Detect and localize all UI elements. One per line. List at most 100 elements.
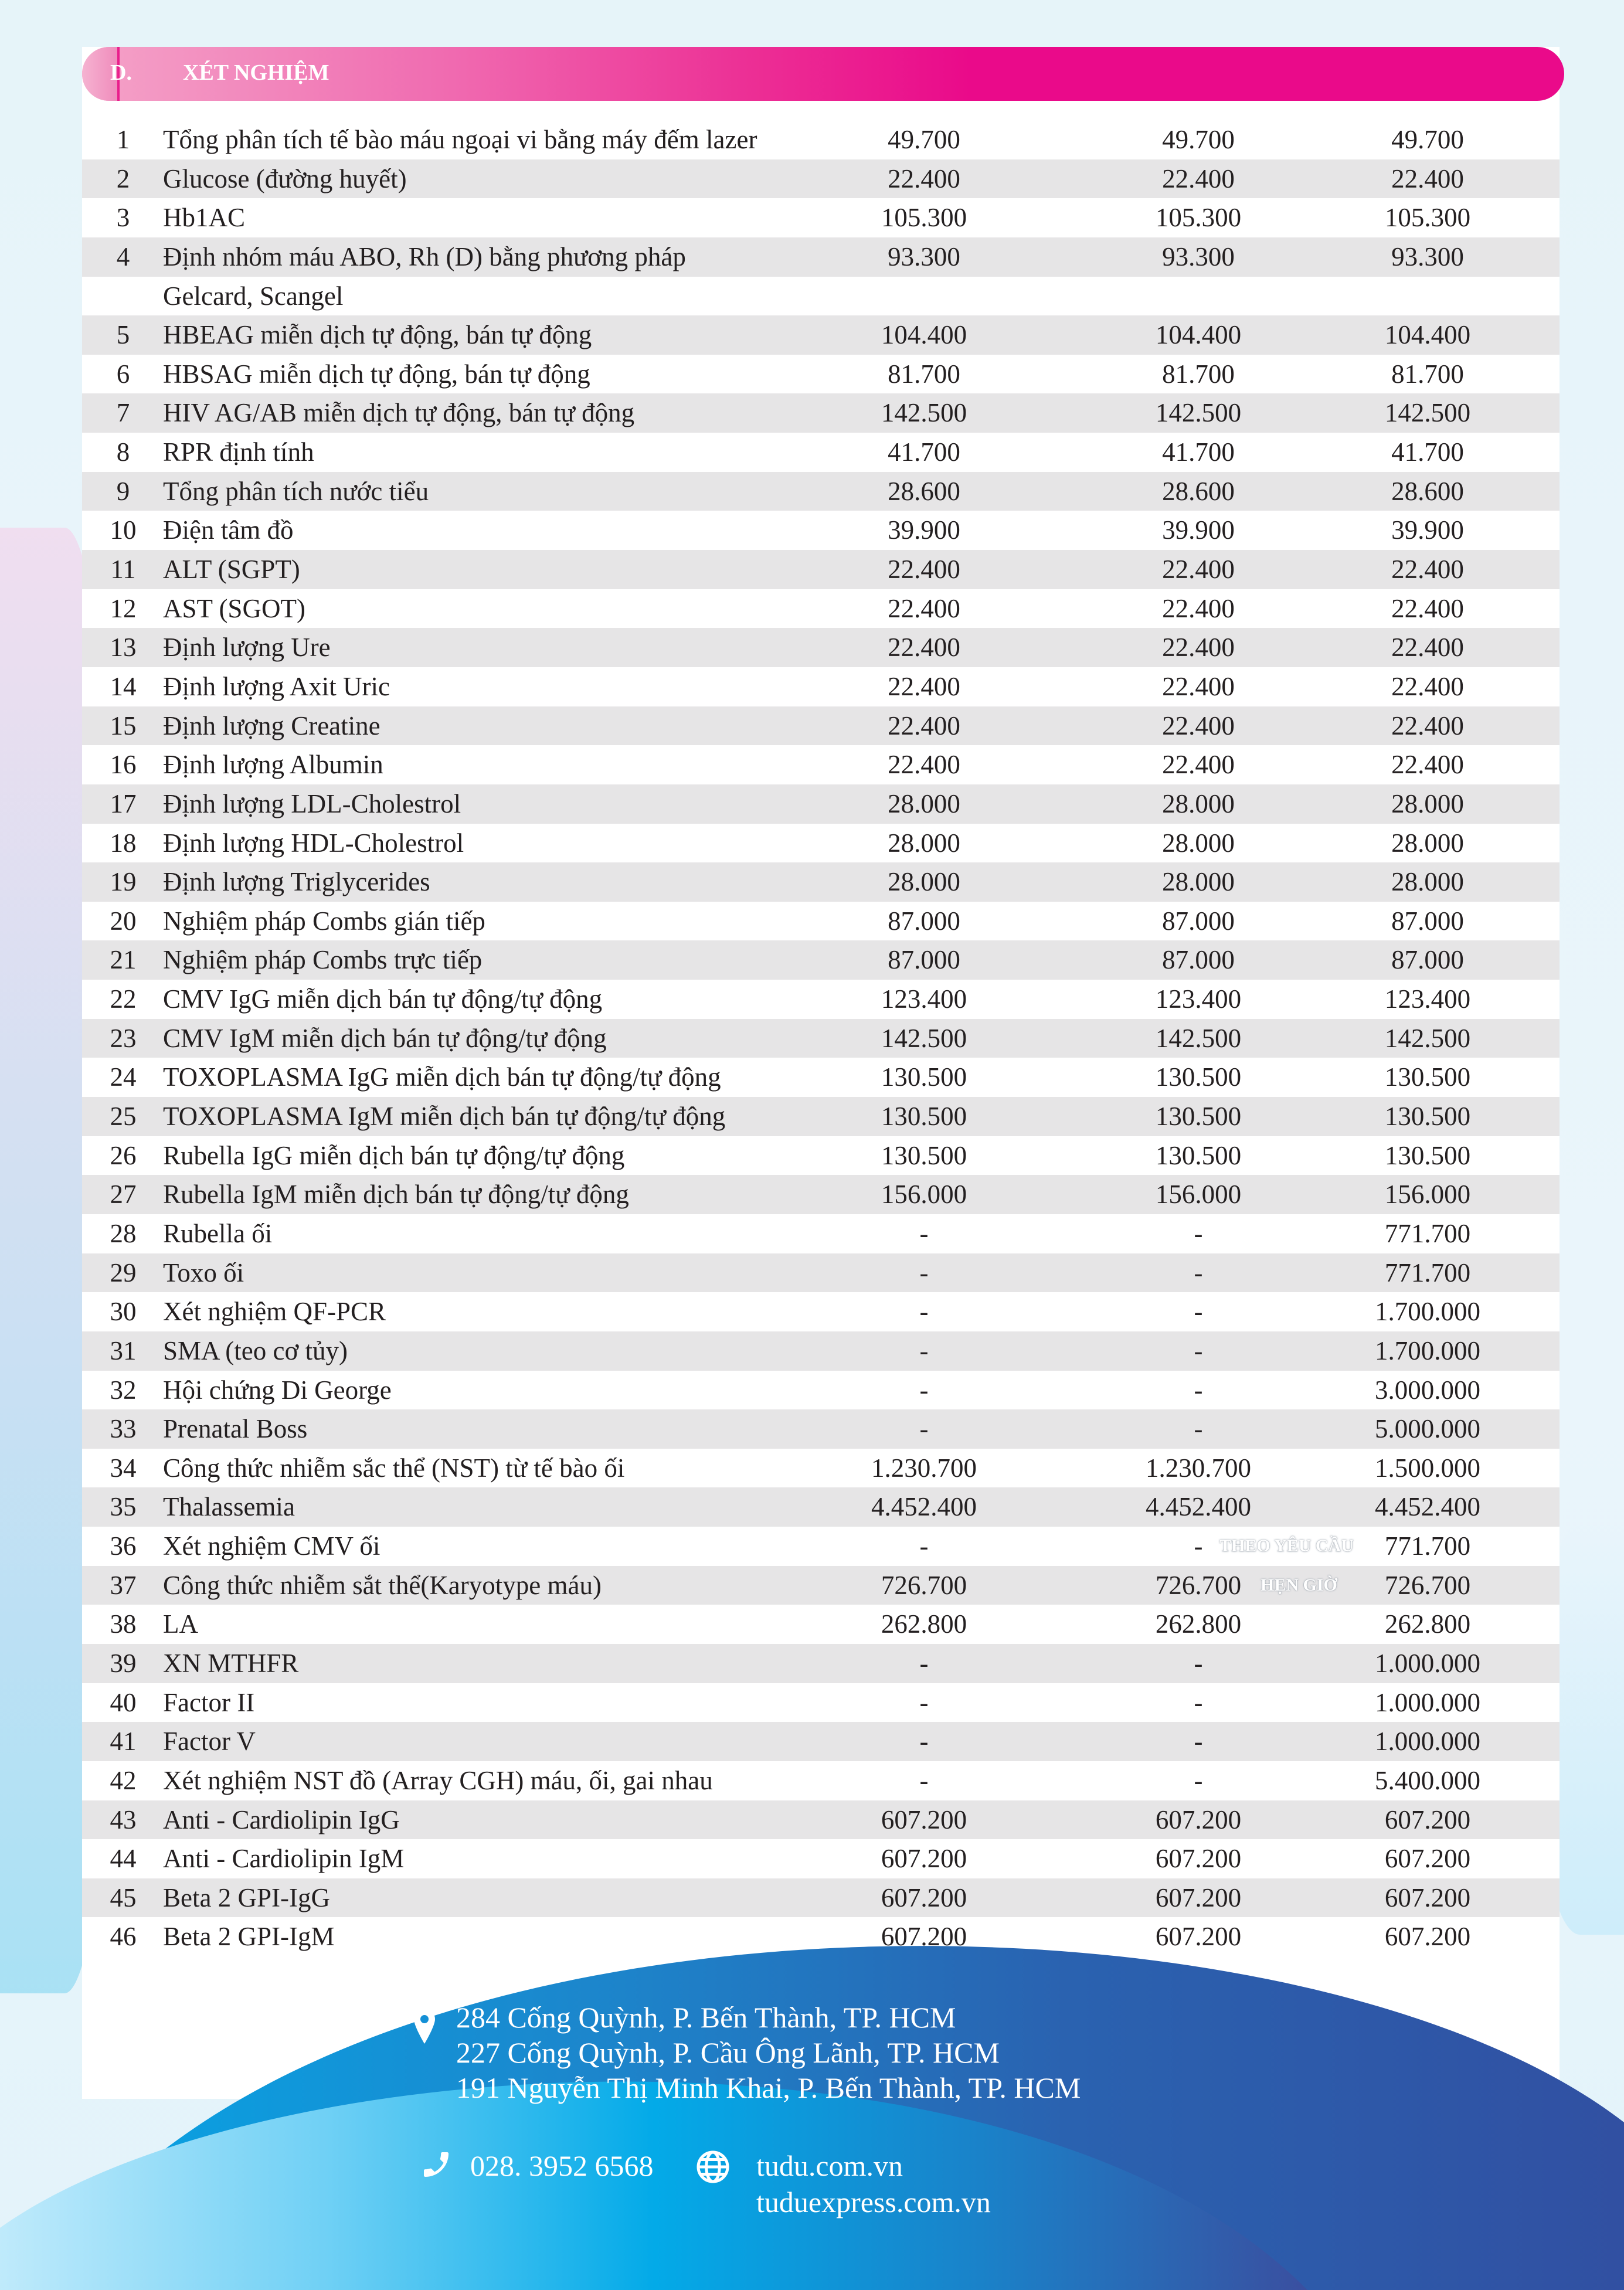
- row-number: 44: [110, 1844, 137, 1874]
- price-column-3: 28.600: [1391, 476, 1464, 506]
- website-link[interactable]: tudu.com.vn: [756, 2149, 903, 2182]
- price-column-3: 123.400: [1384, 984, 1471, 1014]
- price-column-3: 87.000: [1391, 945, 1464, 975]
- test-name: HIV AG/AB miễn dịch tự động, bán tự động: [163, 398, 635, 428]
- price-column-1: 130.500: [881, 1140, 967, 1170]
- price-column-1: 22.400: [888, 750, 960, 780]
- price-column-3: 1.700.000: [1375, 1336, 1480, 1365]
- price-column-3: 726.700: [1384, 1570, 1471, 1600]
- row-number: 6: [116, 359, 130, 389]
- price-column-3: 156.000: [1384, 1180, 1471, 1209]
- test-name: Nghiệm pháp Combs trực tiếp: [163, 945, 483, 975]
- test-name: Glucose (đường huyết): [163, 164, 407, 193]
- row-number: 16: [110, 750, 137, 780]
- row-number: 38: [110, 1609, 137, 1639]
- test-name: Công thức nhiễm sắt thể(Karyotype máu): [163, 1570, 602, 1600]
- table-row: 17 Định lượng LDL-Cholestrol 28.000 28.000 2…: [82, 784, 1560, 824]
- price-column-2: -: [1194, 1218, 1203, 1248]
- table-row: 16 Định lượng Albumin 22.400 22.400 22.400: [82, 745, 1560, 784]
- price-column-1: 123.400: [881, 984, 967, 1014]
- test-name: AST (SGOT): [163, 593, 305, 623]
- price-column-1: 87.000: [888, 906, 960, 936]
- row-number: 30: [110, 1297, 137, 1327]
- table-row: 3 Hb1AC 105.300 105.300 105.300: [82, 198, 1560, 237]
- phone-number[interactable]: 028. 3952 6568: [470, 2149, 654, 2182]
- table-row: 45 Beta 2 GPI-IgG 607.200 607.200 607.200: [82, 1878, 1560, 1918]
- price-column-2: 105.300: [1155, 203, 1242, 233]
- price-column-1: -: [919, 1727, 929, 1756]
- price-column-3: 22.400: [1391, 633, 1464, 662]
- test-name: LA: [163, 1609, 198, 1639]
- test-name: TOXOPLASMA IgM miễn dịch bán tự động/tự …: [163, 1102, 726, 1132]
- price-column-1: 607.200: [881, 1805, 967, 1834]
- price-column-2: 22.400: [1162, 555, 1235, 585]
- price-column-3: 22.400: [1391, 164, 1464, 193]
- test-name: Định lượng Triglycerides: [163, 867, 430, 897]
- test-name: Định lượng LDL-Cholestrol: [163, 789, 461, 818]
- price-column-1: -: [919, 1648, 929, 1678]
- price-column-1: 607.200: [881, 1844, 967, 1874]
- table-row: 32 Hội chứng Di George - - 3.000.000: [82, 1371, 1560, 1410]
- test-name: Thalassemia: [163, 1492, 295, 1522]
- price-table: 1 Tổng phân tích tế bào máu ngoại vi bằng…: [82, 120, 1560, 1956]
- price-column-3: 607.200: [1384, 1883, 1471, 1912]
- price-column-2: 142.500: [1155, 1023, 1242, 1053]
- price-column-2: 41.700: [1162, 437, 1235, 467]
- price-column-2: 4.452.400: [1146, 1492, 1251, 1522]
- row-number: 26: [110, 1140, 137, 1170]
- row-number: 22: [110, 984, 137, 1014]
- table-row: 42 Xét nghiệm NST đồ (Array CGH) máu, ối,…: [82, 1761, 1560, 1800]
- price-column-2: 22.400: [1162, 633, 1235, 662]
- row-number: 21: [110, 945, 137, 975]
- table-row: 41 Factor V - - 1.000.000: [82, 1722, 1560, 1761]
- test-name: Định lượng HDL-Cholestrol: [163, 828, 464, 858]
- price-column-2: 104.400: [1155, 320, 1242, 350]
- price-column-1: 22.400: [888, 593, 960, 623]
- row-number: 19: [110, 867, 137, 897]
- row-number: 2: [116, 164, 130, 193]
- test-name: TOXOPLASMA IgG miễn dịch bán tự động/tự …: [163, 1062, 721, 1092]
- price-column-3: 28.000: [1391, 828, 1464, 858]
- row-number: 31: [110, 1336, 137, 1365]
- price-column-1: -: [919, 1218, 929, 1248]
- table-row: 14 Định lượng Axit Uric 22.400 22.400 22.400: [82, 667, 1560, 706]
- price-column-1: 22.400: [888, 711, 960, 740]
- row-number: 29: [110, 1258, 137, 1287]
- price-column-1: 726.700: [881, 1570, 967, 1600]
- table-row: 40 Factor II - - 1.000.000: [82, 1683, 1560, 1722]
- test-name: Hội chứng Di George: [163, 1375, 392, 1405]
- price-column-2: 607.200: [1155, 1922, 1242, 1952]
- test-name: Định lượng Creatine: [163, 711, 380, 740]
- website-link[interactable]: tuduexpress.com.vn: [756, 2186, 991, 2218]
- price-column-2: 607.200: [1155, 1805, 1242, 1834]
- row-number: 34: [110, 1453, 137, 1483]
- section-title: XÉT NGHIỆM: [183, 60, 329, 85]
- price-column-3: 93.300: [1391, 242, 1464, 271]
- table-row: 4 Định nhóm máu ABO, Rh (D) bằng phương p…: [82, 237, 1560, 277]
- price-column-3: 22.400: [1391, 555, 1464, 585]
- price-column-2: 123.400: [1155, 984, 1242, 1014]
- address-line: 284 Cống Quỳnh, P. Bến Thành, TP. HCM: [456, 2001, 956, 2034]
- price-column-2: 22.400: [1162, 593, 1235, 623]
- price-column-1: 142.500: [881, 1023, 967, 1053]
- row-number: 11: [110, 555, 136, 585]
- row-number: 3: [116, 203, 130, 233]
- price-column-1: 22.400: [888, 671, 960, 701]
- table-row: 7 HIV AG/AB miễn dịch tự động, bán tự độn…: [82, 393, 1560, 433]
- row-number: 18: [110, 828, 137, 858]
- price-column-2: 49.700: [1162, 125, 1235, 154]
- test-name: Xét nghiệm CMV ối: [163, 1531, 380, 1561]
- price-column-2: 28.000: [1162, 867, 1235, 897]
- price-column-2: -: [1194, 1765, 1203, 1795]
- table-row: 36 Xét nghiệm CMV ối - - 771.700: [82, 1527, 1560, 1566]
- row-number: 23: [110, 1023, 137, 1053]
- price-column-1: -: [919, 1258, 929, 1287]
- price-column-3: 607.200: [1384, 1805, 1471, 1834]
- table-row: 44 Anti - Cardiolipin IgM 607.200 607.200 60…: [82, 1839, 1560, 1878]
- price-column-3: 22.400: [1391, 593, 1464, 623]
- price-column-1: -: [919, 1297, 929, 1327]
- table-row: 34 Công thức nhiễm sắc thể (NST) từ tế bà…: [82, 1449, 1560, 1488]
- price-column-3: 1.500.000: [1375, 1453, 1480, 1483]
- test-name: Tổng phân tích nước tiểu: [163, 476, 429, 506]
- row-number: 45: [110, 1883, 137, 1912]
